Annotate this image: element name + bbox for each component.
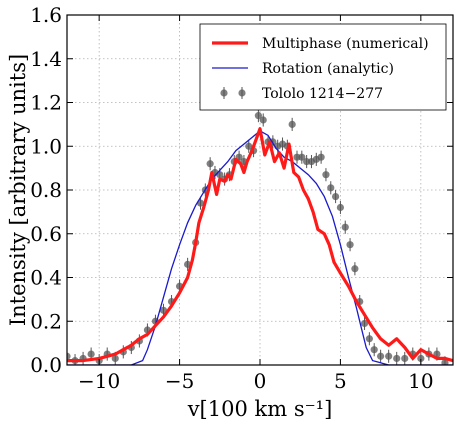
data-point xyxy=(331,192,340,201)
data-point xyxy=(327,184,335,192)
x-tick-label: 0 xyxy=(254,369,267,393)
data-point xyxy=(365,335,373,343)
legend-label: Multiphase (numerical) xyxy=(262,36,429,52)
legend: Multiphase (numerical) Rotation (analytic… xyxy=(199,23,447,111)
data-point xyxy=(370,346,378,354)
plot-series xyxy=(67,109,453,365)
y-tick-label: 1.2 xyxy=(30,91,62,115)
legend-marker xyxy=(238,89,246,97)
data-point xyxy=(87,350,95,358)
x-tick-label: 5 xyxy=(334,369,347,393)
x-axis-label: v[100 km s⁻¹] xyxy=(187,397,333,421)
y-tick-label: 0.4 xyxy=(30,266,62,290)
data-point xyxy=(385,352,393,360)
data-point xyxy=(259,116,267,124)
series-points-group xyxy=(67,109,449,365)
axis-ticks: −10 −5 0 5 10 0.0 0.2 0.4 0.6 0.8 1.0 1.2 1.4 1.6 xyxy=(30,3,453,393)
data-point xyxy=(393,354,401,363)
data-point xyxy=(377,352,385,360)
y-tick-label: 0.8 xyxy=(30,178,62,202)
data-point xyxy=(111,354,119,363)
y-tick-label: 0.2 xyxy=(30,309,62,333)
y-tick-label: 1.4 xyxy=(30,47,62,71)
data-point xyxy=(206,160,214,168)
x-tick-label: −10 xyxy=(78,369,120,393)
x-tick-label: −5 xyxy=(165,369,194,393)
data-point xyxy=(288,120,296,128)
series-line-multiphase xyxy=(67,127,453,363)
data-point xyxy=(401,354,409,363)
series-line-rotation xyxy=(67,130,453,365)
legend-label: Tololo 1214−277 xyxy=(262,86,383,102)
data-point xyxy=(317,153,325,161)
data-point xyxy=(417,354,425,363)
data-point xyxy=(67,352,71,360)
legend-label: Rotation (analytic) xyxy=(262,61,394,77)
data-point xyxy=(322,171,330,179)
y-tick-label: 1.6 xyxy=(30,3,62,27)
data-point xyxy=(254,112,262,120)
data-point xyxy=(346,241,354,249)
data-point xyxy=(351,265,359,273)
data-point xyxy=(341,223,349,231)
y-axis-label: Intensity [arbitrary units] xyxy=(6,54,30,326)
data-point xyxy=(298,153,306,161)
legend-marker xyxy=(220,89,228,97)
data-point xyxy=(360,319,369,328)
data-point xyxy=(245,142,253,150)
data-point xyxy=(336,203,345,212)
y-tick-label: 1.0 xyxy=(30,134,62,158)
data-point xyxy=(441,359,449,365)
x-tick-label: 10 xyxy=(408,369,433,393)
y-tick-label: 0.6 xyxy=(30,222,62,246)
y-tick-label: 0.0 xyxy=(30,353,62,377)
